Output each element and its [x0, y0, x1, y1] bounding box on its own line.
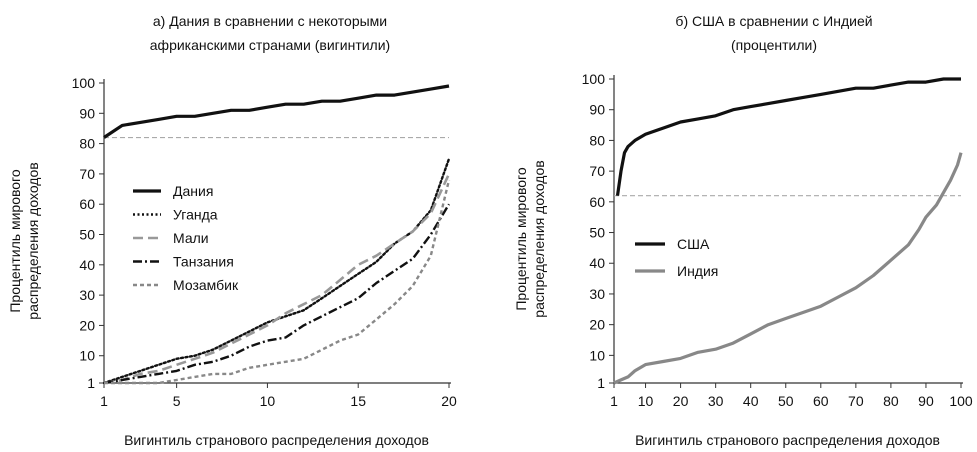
y-tick-label: 20: [79, 317, 95, 333]
y-tick-label: 60: [589, 194, 605, 210]
x-tick-label: 60: [813, 393, 829, 409]
y-axis-label: распределения доходов: [25, 162, 41, 319]
chart-b-usa-vs-india: б) США в сравнении с Индией (процентили) 1…: [513, 13, 973, 448]
series-line-b-1: [613, 152, 963, 385]
y-tick-label: 1: [87, 375, 95, 391]
series-line-a-0: [103, 84, 450, 139]
x-tick-label: 10: [260, 393, 276, 409]
x-tick-label: 1: [610, 393, 618, 409]
chart-a-denmark-vs-africa: а) Дания в сравнении с некоторыми африкан…: [7, 13, 457, 448]
y-tick-label: 90: [589, 102, 605, 118]
x-tick-label: 30: [708, 393, 724, 409]
x-tick-label: 1: [100, 393, 108, 409]
legend-label: Уганда: [173, 207, 218, 223]
x-tick-label: 40: [743, 393, 759, 409]
y-tick-label: 90: [79, 105, 95, 121]
y-tick-label: 80: [79, 136, 95, 152]
y-tick-label: 30: [79, 287, 95, 303]
y-tick-label: 40: [79, 257, 95, 273]
series-line-a-3: [103, 203, 451, 385]
y-tick-label: 70: [589, 163, 605, 179]
y-tick-label: 1: [597, 375, 605, 391]
x-tick-label: 100: [949, 393, 973, 409]
y-tick-label: 40: [589, 255, 605, 271]
chart-title: б) США в сравнении с Индией: [675, 13, 872, 29]
y-tick-label: 100: [72, 75, 96, 91]
legend-label: Танзания: [173, 254, 234, 270]
y-tick-label: 10: [79, 348, 95, 364]
series-line-a-4: [104, 179, 451, 385]
series-line-a-2: [103, 173, 451, 385]
y-axis-label: Процентиль мирового: [7, 169, 23, 312]
y-tick-label: 60: [79, 196, 95, 212]
y-tick-label: 100: [582, 71, 606, 87]
x-tick-label: 50: [778, 393, 794, 409]
y-tick-label: 20: [589, 317, 605, 333]
y-tick-label: 50: [589, 225, 605, 241]
chart-title: а) Дания в сравнении с некоторыми: [153, 13, 387, 29]
x-tick-label: 20: [441, 393, 457, 409]
x-axis-label: Вигинтиль странового распределения доход…: [635, 432, 940, 448]
x-tick-label: 90: [918, 393, 934, 409]
x-axis-label: Вигинтиль странового распределения доход…: [124, 432, 429, 448]
legend-label: США: [677, 236, 710, 252]
y-tick-label: 70: [79, 166, 95, 182]
x-tick-label: 15: [350, 393, 366, 409]
y-tick-label: 10: [589, 347, 605, 363]
y-tick-label: 80: [589, 132, 605, 148]
y-tick-label: 30: [589, 286, 605, 302]
legend-label: Мозамбик: [173, 277, 239, 293]
legend-label: Мали: [173, 230, 209, 246]
y-tick-label: 50: [79, 227, 95, 243]
legend-label: Дания: [173, 183, 213, 199]
x-tick-label: 10: [638, 393, 654, 409]
x-tick-label: 80: [883, 393, 899, 409]
legend-label: Индия: [677, 263, 718, 279]
x-tick-label: 5: [173, 393, 181, 409]
y-axis-label: Процентиль мирового: [513, 167, 529, 310]
x-tick-label: 70: [848, 393, 864, 409]
y-axis-label: распределения доходов: [531, 160, 547, 317]
chart-title: (процентили): [731, 37, 817, 53]
series-line-b-0: [615, 77, 961, 196]
chart-title: африканскими странами (вигинтили): [150, 37, 390, 53]
x-tick-label: 20: [673, 393, 689, 409]
